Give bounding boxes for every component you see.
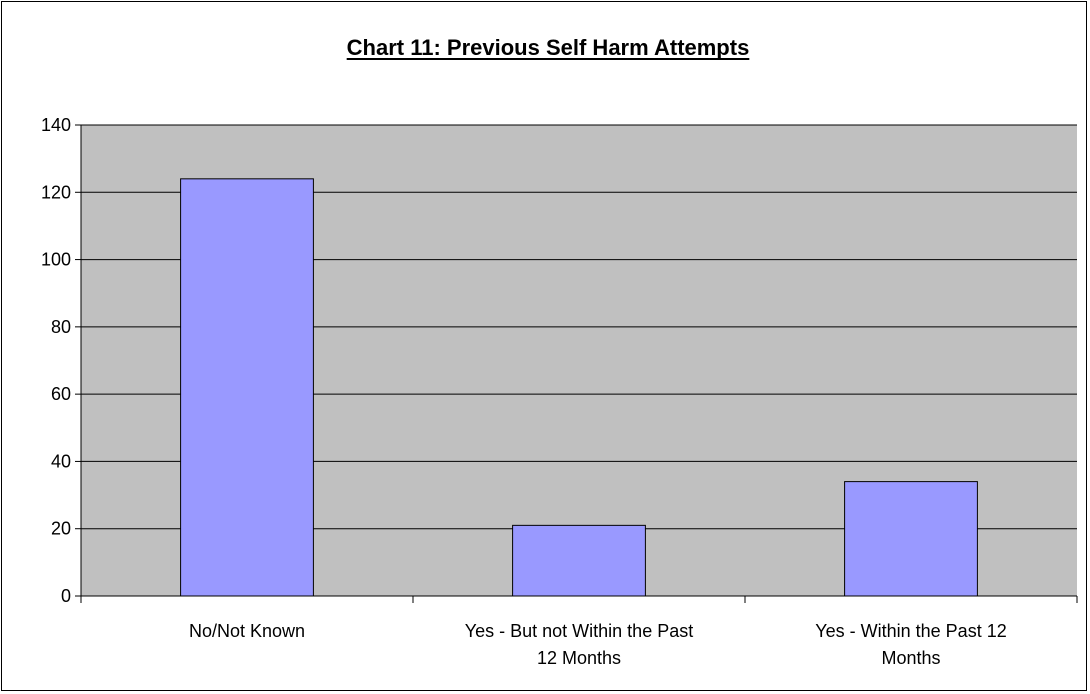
x-tick-label: Yes - Within the Past 12 Months <box>815 621 1006 668</box>
bar <box>512 524 646 597</box>
chart-title: Chart 11: Previous Self Harm Attempts <box>347 35 750 60</box>
x-tick-label: No/Not Known <box>189 621 305 641</box>
y-tick-label: 40 <box>51 451 71 471</box>
bar <box>180 178 314 597</box>
plot-area: 0 20 40 60 80 100 120 140 No/Not Known Yes - But … <box>41 115 1078 668</box>
y-tick-label: 100 <box>41 250 71 270</box>
y-tick-label: 0 <box>61 586 71 606</box>
x-tick-label: Yes - But not Within the Past 12 Months <box>465 621 693 668</box>
y-tick-label: 60 <box>51 384 71 404</box>
y-tick-label: 80 <box>51 317 71 337</box>
y-tick-label: 140 <box>41 115 71 135</box>
y-tick-label: 20 <box>51 519 71 539</box>
bar <box>844 481 978 597</box>
y-tick-label: 120 <box>41 182 71 202</box>
